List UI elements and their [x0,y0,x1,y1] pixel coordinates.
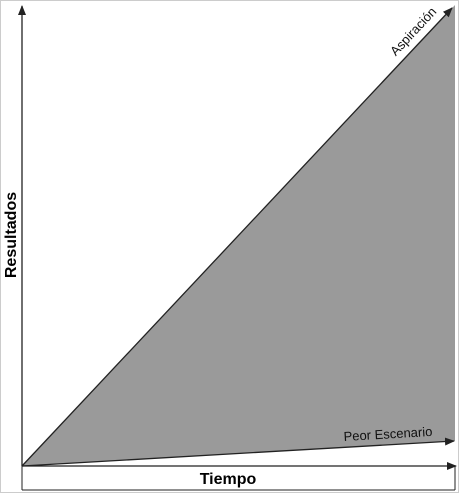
y-axis-label: Resultados [3,192,20,278]
lower-line [21,437,455,467]
x-axis-label: Tiempo [200,471,257,488]
lower-line-label: Peor Escenario [343,424,433,444]
upper-line [21,7,453,467]
